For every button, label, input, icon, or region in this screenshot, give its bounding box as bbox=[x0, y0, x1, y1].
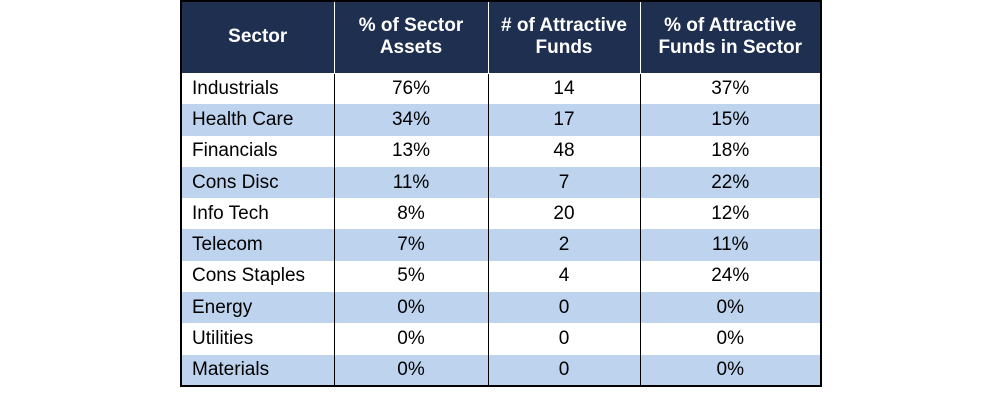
cell-pct-funds: 0% bbox=[639, 323, 822, 355]
header-sector: Sector bbox=[180, 0, 335, 74]
cell-pct-funds: 22% bbox=[639, 166, 822, 199]
header-pct-sector-assets: % of Sector Assets bbox=[333, 0, 489, 74]
table-row: Financials 13% 48 18% bbox=[180, 135, 822, 167]
cell-sector: Telecom bbox=[180, 229, 335, 261]
cell-num-funds: 4 bbox=[487, 260, 641, 293]
cell-num-funds: 48 bbox=[487, 135, 641, 167]
cell-pct-assets: 8% bbox=[333, 198, 489, 230]
cell-pct-funds: 11% bbox=[639, 229, 822, 261]
cell-num-funds: 0 bbox=[487, 323, 641, 355]
table-row: Utilities 0% 0 0% bbox=[180, 323, 822, 355]
table-row: Materials 0% 0 0% bbox=[180, 354, 822, 387]
cell-sector: Industrials bbox=[180, 73, 335, 105]
cell-num-funds: 2 bbox=[487, 229, 641, 261]
cell-pct-assets: 7% bbox=[333, 229, 489, 261]
cell-sector: Info Tech bbox=[180, 198, 335, 230]
cell-pct-assets: 76% bbox=[333, 73, 489, 105]
header-num-attractive-funds: # of Attractive Funds bbox=[487, 0, 641, 74]
cell-sector: Financials bbox=[180, 135, 335, 167]
cell-pct-funds: 37% bbox=[639, 73, 822, 105]
cell-pct-funds: 15% bbox=[639, 104, 822, 136]
cell-pct-assets: 34% bbox=[333, 104, 489, 136]
sector-table: Sector % of Sector Assets # of Attractiv… bbox=[180, 0, 822, 387]
cell-pct-assets: 5% bbox=[333, 260, 489, 293]
cell-num-funds: 20 bbox=[487, 198, 641, 230]
cell-sector: Health Care bbox=[180, 104, 335, 136]
cell-pct-funds: 12% bbox=[639, 198, 822, 230]
cell-pct-funds: 18% bbox=[639, 135, 822, 167]
cell-pct-assets: 0% bbox=[333, 323, 489, 355]
cell-pct-assets: 0% bbox=[333, 292, 489, 324]
cell-sector: Cons Staples bbox=[180, 260, 335, 293]
cell-sector: Materials bbox=[180, 354, 335, 387]
cell-sector: Energy bbox=[180, 292, 335, 324]
cell-pct-assets: 0% bbox=[333, 354, 489, 387]
table-header: Sector % of Sector Assets # of Attractiv… bbox=[180, 0, 822, 74]
cell-num-funds: 0 bbox=[487, 292, 641, 324]
cell-num-funds: 14 bbox=[487, 73, 641, 105]
cell-sector: Cons Disc bbox=[180, 166, 335, 199]
header-pct-attractive-funds: % of Attractive Funds in Sector bbox=[639, 0, 822, 74]
sector-table-container: Sector % of Sector Assets # of Attractiv… bbox=[180, 0, 822, 387]
cell-pct-funds: 0% bbox=[639, 354, 822, 387]
table-row: Energy 0% 0 0% bbox=[180, 292, 822, 324]
table-row: Telecom 7% 2 11% bbox=[180, 229, 822, 261]
cell-pct-assets: 11% bbox=[333, 166, 489, 199]
cell-num-funds: 7 bbox=[487, 166, 641, 199]
table-row: Cons Staples 5% 4 24% bbox=[180, 260, 822, 293]
cell-sector: Utilities bbox=[180, 323, 335, 355]
table-row: Industrials 76% 14 37% bbox=[180, 73, 822, 105]
cell-pct-assets: 13% bbox=[333, 135, 489, 167]
cell-num-funds: 17 bbox=[487, 104, 641, 136]
table-row: Health Care 34% 17 15% bbox=[180, 104, 822, 136]
table-row: Cons Disc 11% 7 22% bbox=[180, 166, 822, 199]
cell-pct-funds: 24% bbox=[639, 260, 822, 293]
cell-num-funds: 0 bbox=[487, 354, 641, 387]
table-body: Industrials 76% 14 37% Health Care 34% 1… bbox=[180, 73, 822, 387]
header-row: Sector % of Sector Assets # of Attractiv… bbox=[180, 0, 822, 74]
table-row: Info Tech 8% 20 12% bbox=[180, 198, 822, 230]
cell-pct-funds: 0% bbox=[639, 292, 822, 324]
